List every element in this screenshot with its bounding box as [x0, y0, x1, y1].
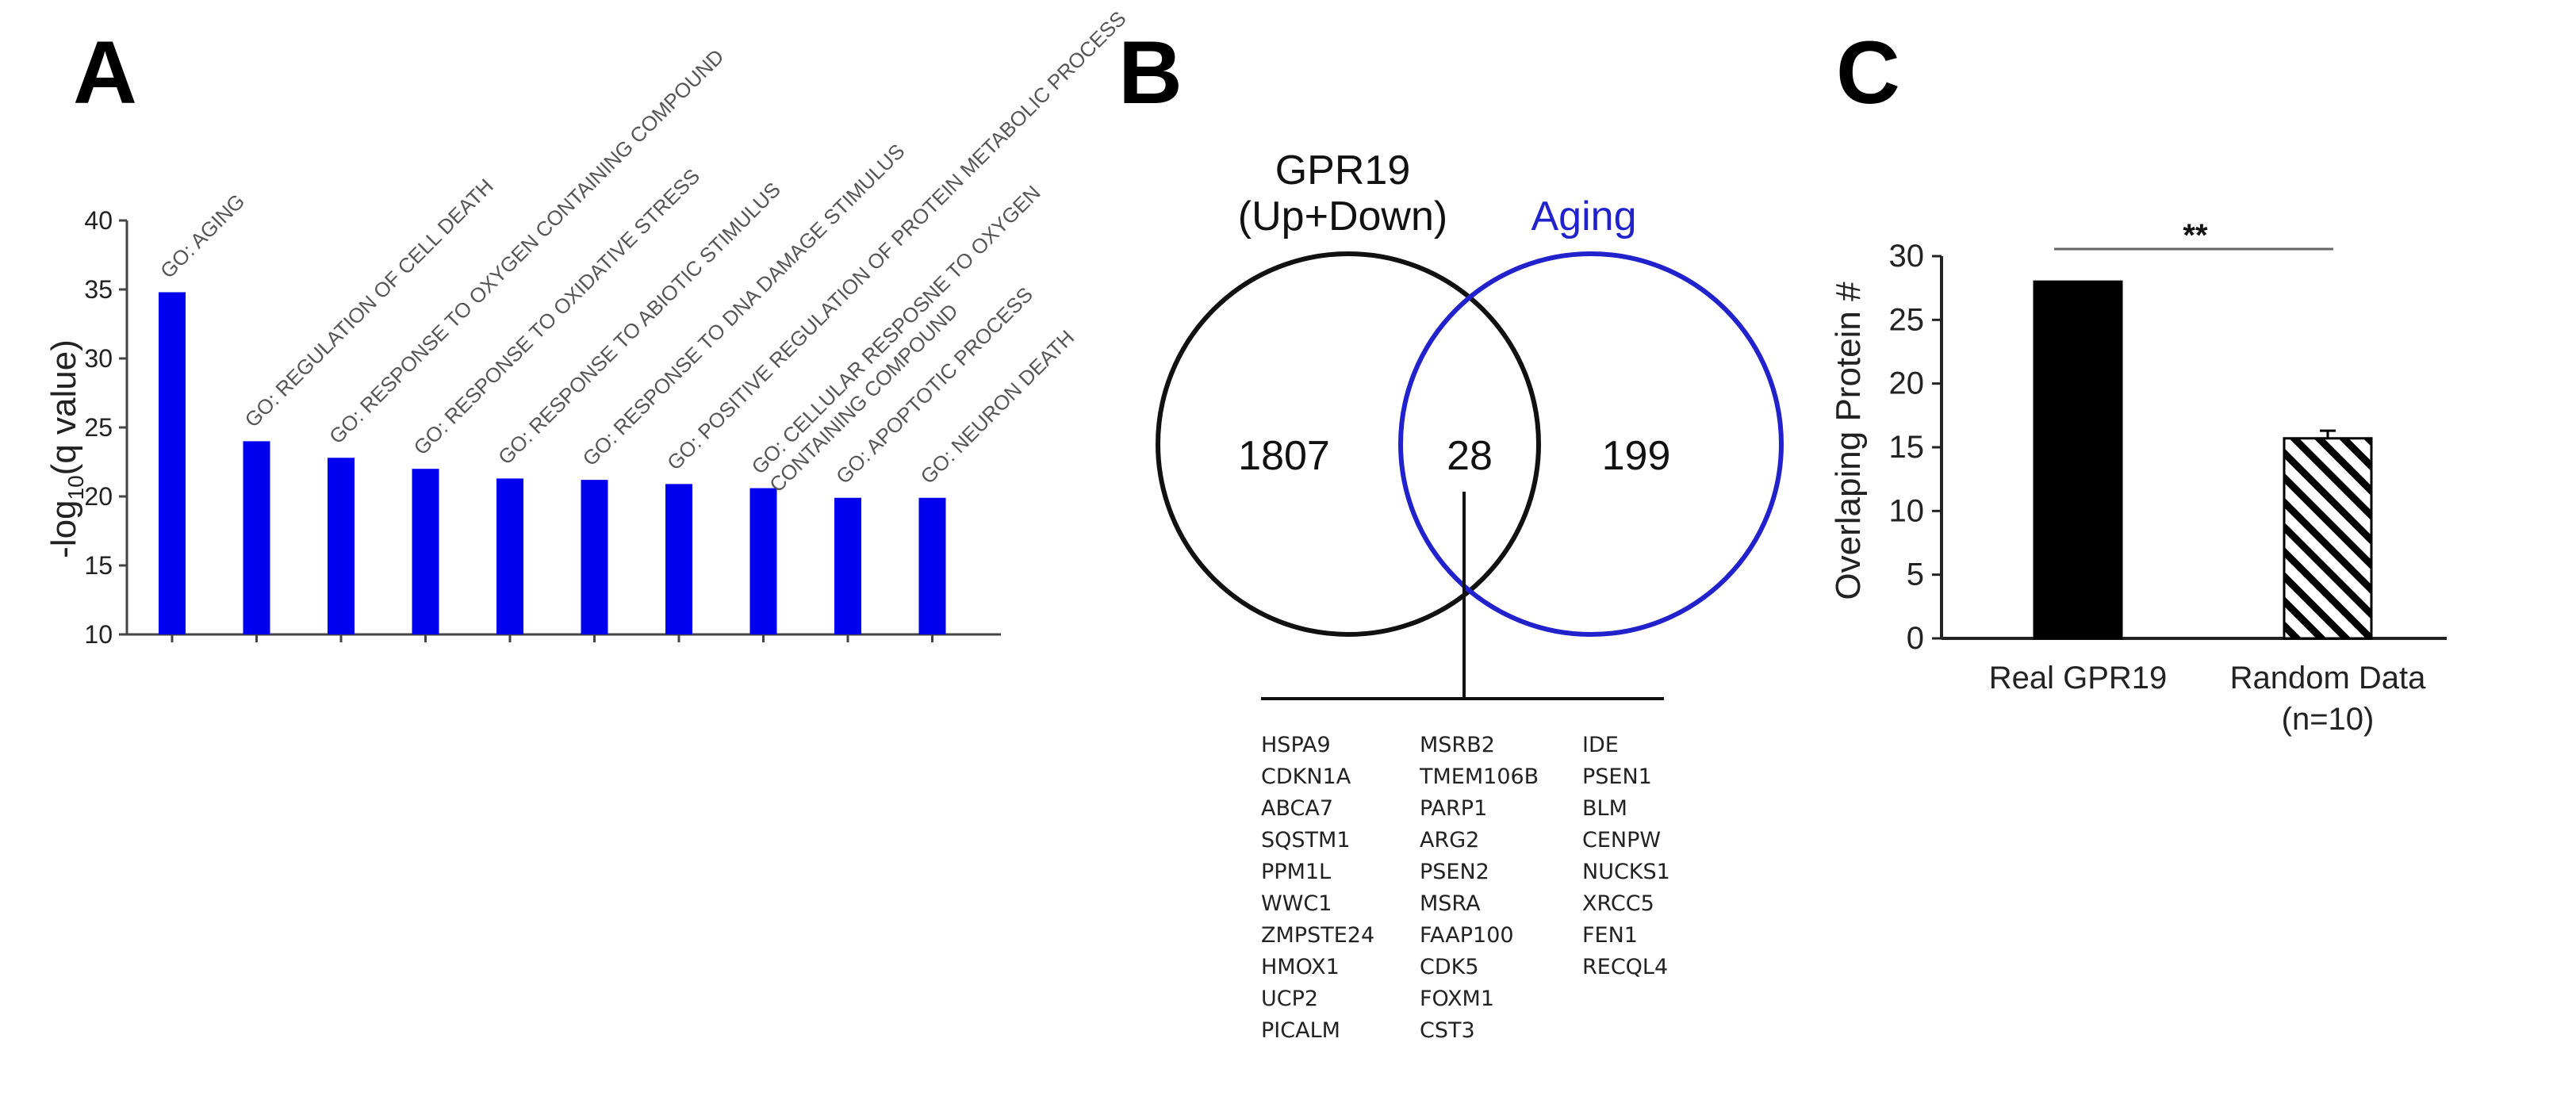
gene-name: RECQL4: [1582, 955, 1668, 979]
panel-label-b: B: [1118, 23, 1183, 122]
panel-a-bar: [581, 480, 608, 634]
panel-a-bar: [243, 441, 270, 634]
panel-a-bar: [496, 478, 523, 634]
panel-a-bar: [918, 497, 946, 634]
panel-c-y-axis-label: Overlaping Protein #: [1829, 282, 1868, 600]
gene-name: BLM: [1582, 796, 1627, 821]
panel-a-y-tick-label: 35: [84, 275, 113, 304]
gene-name: MSRA: [1420, 891, 1481, 916]
panel-a-y-tick-label: 15: [84, 551, 113, 580]
panel-a-bar: [159, 292, 186, 634]
panel-a-bar: [665, 484, 692, 634]
panel-a-category-label: GO: NEURON DEATH: [916, 325, 1079, 489]
gene-name: UCP2: [1261, 987, 1318, 1011]
gene-name: PSEN1: [1582, 764, 1652, 789]
gene-name: WWC1: [1261, 891, 1332, 916]
venn-left-circle: [1156, 251, 1541, 637]
panel-label-a: A: [73, 23, 137, 122]
panel-c-category-label: Random Data: [2230, 661, 2427, 695]
venn-right-circle: [1398, 251, 1784, 637]
gene-name: PICALM: [1261, 1018, 1340, 1043]
panel-a-bar: [834, 497, 861, 634]
panel-c-y-tick-label: 20: [1889, 366, 1925, 401]
gene-name: CST3: [1420, 1018, 1475, 1043]
gene-name: CDK5: [1420, 955, 1479, 979]
panel-a-y-tick-label: 25: [84, 413, 113, 442]
panel-a-bar: [328, 458, 355, 634]
panel-c-category-sublabel: (n=10): [2282, 702, 2375, 737]
gene-name: TMEM106B: [1419, 764, 1539, 789]
venn-left-set-subtitle: (Up+Down): [1238, 193, 1447, 239]
gene-name: XRCC5: [1582, 891, 1654, 916]
gene-name: IDE: [1582, 733, 1619, 757]
panel-a-bars: [159, 292, 946, 634]
panel-a-y-tick-label: 20: [84, 482, 113, 511]
panel-a-bar: [412, 469, 439, 634]
venn-left-set-title: GPR19: [1275, 148, 1411, 193]
panel-a-axes: 10 15 20 25 30 35 40: [84, 206, 1001, 649]
gene-name: HMOX1: [1261, 955, 1340, 979]
panel-c-y-tick-label: 25: [1889, 302, 1925, 337]
venn-right-only-count: 199: [1602, 433, 1671, 479]
gene-name: ABCA7: [1261, 796, 1333, 821]
gene-name: SQSTM1: [1261, 828, 1351, 853]
panel-a-y-axis-label: -log10(q value): [44, 339, 88, 558]
panel-c: C 0 5 10 15 20 25 30 Real GPR19 Random Data (n=1…: [1829, 23, 2447, 737]
panel-b: B GPR19 (Up+Down) Aging 1807 28 199 HSPA…: [1118, 23, 1784, 1043]
gene-name: ARG2: [1420, 828, 1479, 853]
gene-name: PPM1L: [1261, 860, 1331, 884]
gene-name: PARP1: [1420, 796, 1487, 821]
panel-a-y-tick-label: 30: [84, 344, 113, 373]
panel-c-y-tick-label: 0: [1907, 621, 1924, 656]
gene-name: ZMPSTE24: [1261, 923, 1374, 948]
panel-a-category-label: GO: AGING: [155, 189, 249, 282]
panel-c-y-tick-label: 15: [1889, 430, 1925, 465]
panel-a-bar: [749, 488, 777, 634]
panel-c-y-tick-label: 30: [1889, 239, 1925, 274]
panel-label-c: C: [1836, 23, 1900, 122]
panel-c-y-tick-label: 5: [1907, 558, 1924, 592]
gene-name: HSPA9: [1261, 733, 1331, 757]
panel-c-bar: [2033, 280, 2123, 640]
gene-name: MSRB2: [1420, 733, 1495, 757]
panel-c-axes: 0 5 10 15 20 25 30: [1889, 239, 2447, 656]
panel-a-y-tick-label: 10: [84, 620, 113, 649]
venn-overlap-count: 28: [1447, 433, 1493, 479]
gene-name: CENPW: [1582, 828, 1661, 853]
gene-name: NUCKS1: [1582, 860, 1670, 884]
panel-c-bar: [2283, 437, 2373, 640]
gene-name: FOXM1: [1420, 987, 1494, 1011]
overlap-gene-list: HSPA9 CDKN1A ABCA7 SQSTM1 PPM1L WWC1 ZMPSTE24 H…: [1261, 733, 1670, 1043]
gene-name: FEN1: [1582, 923, 1638, 948]
gene-name: CDKN1A: [1261, 764, 1351, 789]
venn-right-set-title: Aging: [1531, 193, 1637, 239]
panel-a-category-label: GO: RESPONSE TO DNA DAMAGE STIMULUS: [578, 139, 910, 470]
panel-c-bars: Real GPR19 Random Data (n=10): [1989, 280, 2427, 737]
panel-c-category-label: Real GPR19: [1989, 661, 2168, 695]
significance-marker: **: [2183, 218, 2208, 253]
panel-a-y-tick-label: 40: [84, 206, 113, 235]
gene-name: PSEN2: [1420, 860, 1489, 884]
venn-left-only-count: 1807: [1238, 433, 1330, 479]
panel-c-y-tick-label: 10: [1889, 493, 1925, 528]
gene-name: FAAP100: [1420, 923, 1514, 948]
